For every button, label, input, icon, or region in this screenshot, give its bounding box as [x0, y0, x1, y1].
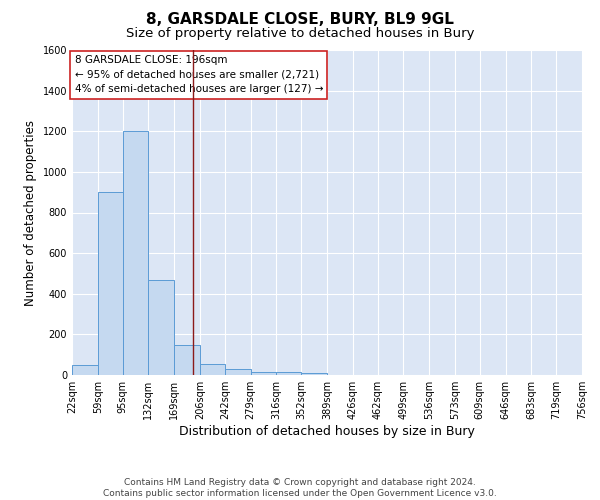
- Bar: [72, 365, 98, 375]
- Y-axis label: Number of detached properties: Number of detached properties: [24, 120, 37, 306]
- Bar: [148, 280, 174, 375]
- Text: 8, GARSDALE CLOSE, BURY, BL9 9GL: 8, GARSDALE CLOSE, BURY, BL9 9GL: [146, 12, 454, 28]
- Bar: [174, 344, 200, 375]
- Bar: [200, 364, 225, 375]
- Bar: [251, 372, 276, 375]
- Text: Size of property relative to detached houses in Bury: Size of property relative to detached ho…: [126, 28, 474, 40]
- Bar: [225, 369, 251, 375]
- Text: Contains HM Land Registry data © Crown copyright and database right 2024.
Contai: Contains HM Land Registry data © Crown c…: [103, 478, 497, 498]
- Text: 8 GARSDALE CLOSE: 196sqm
← 95% of detached houses are smaller (2,721)
4% of semi: 8 GARSDALE CLOSE: 196sqm ← 95% of detach…: [74, 55, 323, 94]
- X-axis label: Distribution of detached houses by size in Bury: Distribution of detached houses by size …: [179, 425, 475, 438]
- Bar: [123, 131, 148, 375]
- Bar: [301, 373, 327, 375]
- Bar: [276, 372, 301, 375]
- Bar: [98, 192, 123, 375]
